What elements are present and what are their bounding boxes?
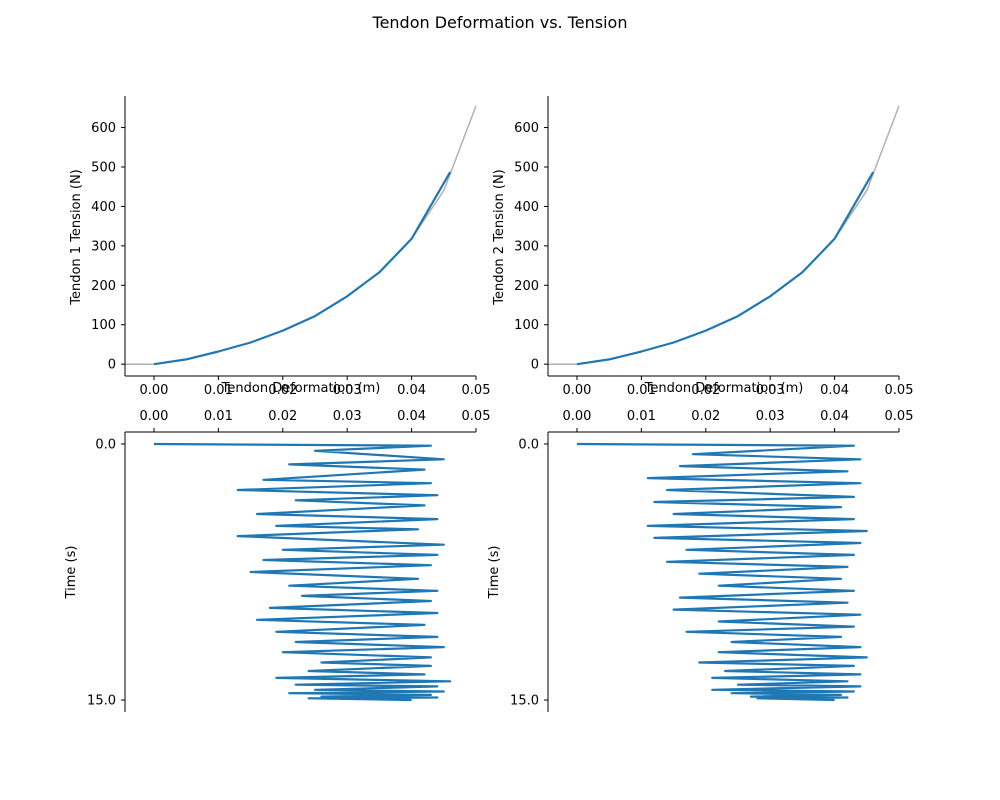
x-tick-label: 0.00 bbox=[563, 409, 592, 424]
y-tick-label: 300 bbox=[514, 239, 539, 254]
y-tick-label: 0.0 bbox=[518, 437, 539, 452]
y-axis-label: Time (s) bbox=[64, 546, 79, 600]
x-axis-label: Tendon Deformation (m) bbox=[221, 381, 381, 396]
x-tick-label: 0.00 bbox=[140, 383, 169, 398]
x-tick-label: 0.02 bbox=[268, 409, 297, 424]
x-tick-label: 0.03 bbox=[333, 383, 362, 398]
x-tick-label: 0.04 bbox=[820, 409, 849, 424]
y-tick-label: 200 bbox=[91, 279, 116, 294]
x-tick-label: 0.01 bbox=[204, 383, 233, 398]
y-axis-label: Tendon 1 Tension (N) bbox=[69, 169, 84, 306]
x-tick-label: 0.04 bbox=[397, 409, 426, 424]
y-tick-label: 600 bbox=[91, 121, 116, 136]
x-tick-label: 0.05 bbox=[885, 383, 914, 398]
x-tick-label: 0.01 bbox=[627, 383, 656, 398]
x-axis-label: Tendon Deformation (m) bbox=[644, 381, 804, 396]
x-tick-label: 0.03 bbox=[756, 409, 785, 424]
y-axis-label: Tendon 2 Tension (N) bbox=[492, 169, 507, 306]
panel-tendon-2-tension: Tendon 2 Tension (N) Tendon Deformation … bbox=[492, 96, 913, 398]
x-tick-label: 0.05 bbox=[462, 409, 491, 424]
y-tick-label: 100 bbox=[514, 318, 539, 333]
x-tick-label: 0.04 bbox=[820, 383, 849, 398]
x-tick-label: 0.02 bbox=[268, 383, 297, 398]
x-tick-label: 0.05 bbox=[885, 409, 914, 424]
y-tick-label: 100 bbox=[91, 318, 116, 333]
x-tick-label: 0.01 bbox=[627, 409, 656, 424]
measured-data-line bbox=[576, 171, 875, 366]
y-tick-label: 0 bbox=[531, 358, 539, 373]
x-tick-label: 0.01 bbox=[204, 409, 233, 424]
x-tick-label: 0.05 bbox=[462, 383, 491, 398]
x-tick-label: 0.02 bbox=[691, 383, 720, 398]
y-tick-label: 500 bbox=[514, 160, 539, 175]
y-tick-label: 400 bbox=[514, 200, 539, 215]
model-curve-line bbox=[125, 105, 477, 365]
measured-data-line bbox=[153, 442, 452, 702]
y-tick-label: 400 bbox=[91, 200, 116, 215]
y-tick-label: 300 bbox=[91, 239, 116, 254]
y-tick-label: 600 bbox=[514, 121, 539, 136]
panel-tendon-1-time: Time (s) 0.00 0.01 0.02 0.03 0.04 0.05 0.0 15.0 bbox=[64, 409, 490, 712]
y-tick-label: 500 bbox=[91, 160, 116, 175]
plot-area: 0.00 0.01 0.02 0.03 0.04 0.05 0 100 200 300 400 500… bbox=[91, 96, 490, 398]
plot-area: 0.00 0.01 0.02 0.03 0.04 0.05 0 100 200 300 400 500… bbox=[514, 96, 913, 398]
measured-data-line bbox=[576, 442, 868, 702]
x-tick-label: 0.00 bbox=[140, 409, 169, 424]
y-tick-label: 0 bbox=[108, 358, 116, 373]
plot-area: 0.00 0.01 0.02 0.03 0.04 0.05 0.0 15.0 bbox=[510, 409, 913, 712]
x-tick-label: 0.03 bbox=[756, 383, 785, 398]
y-tick-label: 15.0 bbox=[510, 694, 539, 709]
x-tick-label: 0.00 bbox=[563, 383, 592, 398]
y-tick-label: 15.0 bbox=[87, 694, 116, 709]
y-tick-label: 200 bbox=[514, 279, 539, 294]
figure-title: Tendon Deformation vs. Tension bbox=[372, 13, 628, 32]
model-curve-line bbox=[548, 105, 900, 365]
y-tick-label: 0.0 bbox=[95, 437, 116, 452]
x-tick-label: 0.02 bbox=[691, 409, 720, 424]
measured-data-line bbox=[153, 171, 452, 366]
plot-area: 0.00 0.01 0.02 0.03 0.04 0.05 0.0 15.0 bbox=[87, 409, 490, 712]
panel-tendon-1-tension: Tendon 1 Tension (N) Tendon Deformation … bbox=[69, 96, 490, 398]
y-axis-label: Time (s) bbox=[487, 546, 502, 600]
x-tick-label: 0.03 bbox=[333, 409, 362, 424]
panel-tendon-2-time: Time (s) 0.00 0.01 0.02 0.03 0.04 0.05 0.0 15.0 bbox=[487, 409, 913, 712]
x-tick-label: 0.04 bbox=[397, 383, 426, 398]
